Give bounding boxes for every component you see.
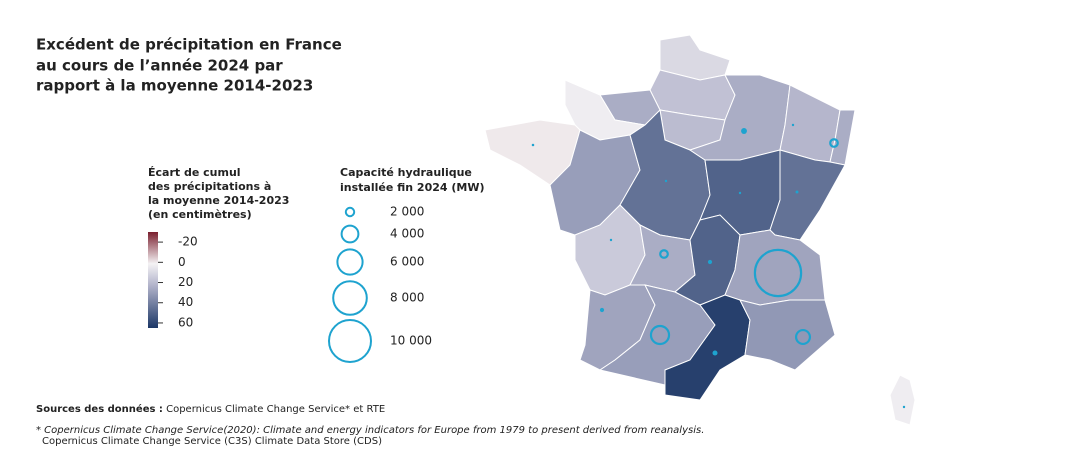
footnote: Copernicus Climate Change Service (C3S) … — [42, 436, 382, 447]
title-line: Excédent de précipitation en France — [36, 36, 342, 54]
hydro-bubble — [753, 248, 803, 298]
hydro-bubble — [659, 249, 669, 259]
region — [889, 374, 916, 426]
size-legend-label: 4 000 — [390, 227, 424, 241]
size-legend-circle — [340, 224, 360, 244]
title-line: au cours de l’année 2024 par — [36, 57, 283, 75]
size-legend-circle — [336, 248, 364, 276]
size-legend-label: 8 000 — [390, 291, 424, 305]
size-legend-circle — [332, 280, 368, 316]
title-line: rapport à la moyenne 2014-2023 — [36, 77, 313, 95]
bubbles — [531, 123, 906, 409]
size-legend-circle — [328, 319, 372, 363]
regions — [484, 34, 916, 426]
legend-title: des précipitations à — [148, 180, 271, 193]
hydro-dot — [795, 190, 799, 194]
color-scale-bar — [148, 232, 158, 328]
legend-title: (en centimètres) — [148, 208, 252, 221]
legend-tick-label: 40 — [178, 295, 193, 309]
hydro-bubble — [829, 138, 839, 148]
hydro-dot — [531, 143, 535, 147]
legend-tick-label: 0 — [178, 255, 186, 269]
size-legend-label: 6 000 — [390, 255, 424, 269]
source-text: Copernicus Climate Change Service* et RT… — [166, 404, 385, 415]
region — [779, 84, 841, 163]
source-label: Sources des données : — [36, 403, 163, 415]
hydro-dot — [664, 179, 668, 183]
hydro-dot — [609, 238, 613, 242]
hydro-dot — [599, 307, 605, 313]
hydro-dot — [791, 123, 795, 127]
hydro-bubble — [649, 324, 671, 346]
hydro-bubble — [794, 328, 812, 346]
region — [769, 149, 846, 241]
footnote: * Copernicus Climate Change Service(2020… — [36, 425, 704, 436]
hydro-dot — [712, 350, 718, 356]
hydro-dot — [741, 128, 747, 134]
source: Sources des données : Copernicus Climate… — [36, 403, 385, 415]
hydro-dot — [738, 191, 742, 195]
legend-title: installée fin 2024 (MW) — [340, 181, 485, 194]
hydro-dot — [902, 405, 906, 409]
legend-title: Capacité hydraulique — [340, 166, 472, 179]
size-legend-circle — [344, 206, 356, 218]
legend-tick-label: 60 — [178, 315, 193, 329]
size-legend-label: 2 000 — [390, 205, 424, 219]
region — [724, 229, 826, 306]
legend-tick-label: 20 — [178, 275, 193, 289]
legend-title: la moyenne 2014-2023 — [148, 194, 289, 207]
size-legend-label: 10 000 — [390, 334, 432, 348]
legend-tick-label: -20 — [178, 235, 198, 249]
legend-title: Écart de cumul — [148, 166, 241, 179]
hydro-dot — [707, 259, 713, 265]
region — [739, 299, 836, 371]
